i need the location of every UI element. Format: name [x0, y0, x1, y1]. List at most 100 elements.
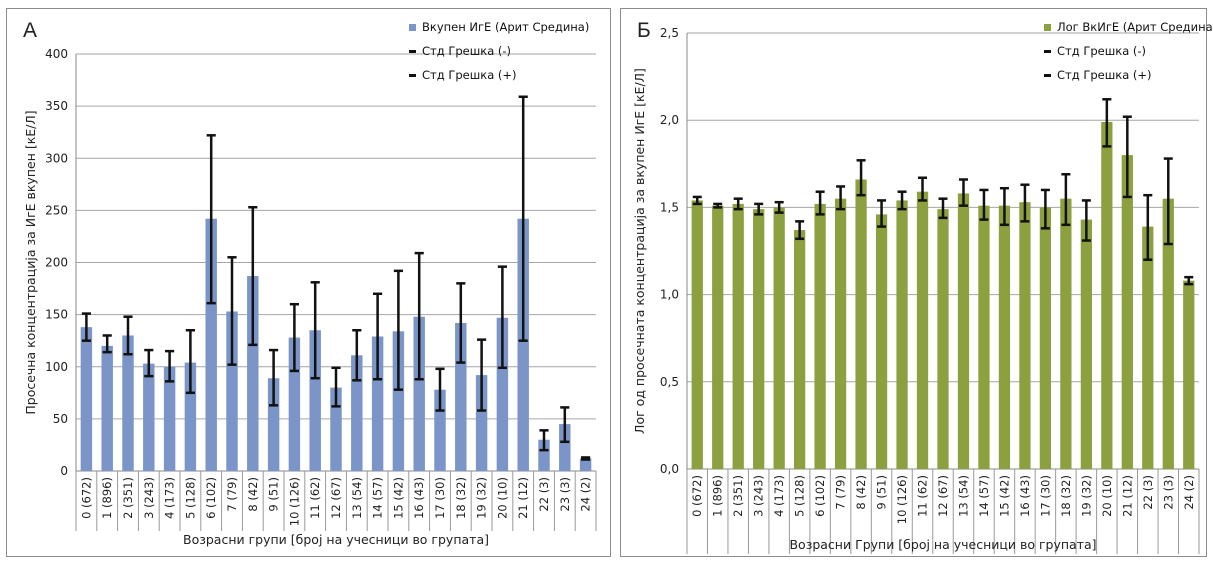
x-tick-label: 0 (672) — [79, 477, 93, 519]
y-tick-label: 150 — [45, 308, 68, 322]
legend-b-label-err-plus: Стд Грешка (+) — [1057, 68, 1152, 82]
x-tick-label: 16 (43) — [1018, 475, 1032, 517]
bar — [712, 205, 724, 469]
bar — [896, 200, 908, 469]
x-tick-label: 2 (351) — [731, 475, 745, 517]
legend-a-label-err-minus: Стд Грешка (-) — [422, 44, 512, 58]
y-tick-label: 50 — [53, 412, 68, 426]
bar — [122, 335, 134, 471]
bar — [392, 331, 405, 471]
x-tick-label: 3 (243) — [142, 477, 156, 519]
y-tick-label: 400 — [45, 47, 68, 61]
x-tick-label: 3 (243) — [752, 475, 766, 517]
bar — [998, 205, 1011, 469]
x-tick-label: 1 (896) — [100, 477, 114, 519]
x-tick-label: 5 (128) — [793, 475, 807, 517]
bar — [288, 337, 301, 471]
bar — [834, 198, 847, 469]
bar — [1142, 226, 1154, 469]
y-tick-label: 2,0 — [660, 113, 679, 127]
x-tick-label: 19 (32) — [1079, 475, 1093, 517]
panel-label-b: Б — [637, 19, 651, 42]
bar — [101, 345, 113, 471]
x-tick-label: 23 (3) — [558, 477, 572, 512]
y-tick-label: 0,5 — [660, 375, 679, 389]
bar — [1162, 198, 1174, 469]
y-tick-label: 0,0 — [660, 462, 679, 476]
legend-a: Вкупен ИгЕ (Арит Средина) Стд Грешка (-)… — [409, 15, 589, 87]
bar — [559, 424, 571, 471]
bar — [978, 205, 990, 469]
x-tick-label: 14 (57) — [371, 477, 385, 519]
x-tick-label: 4 (173) — [163, 477, 177, 519]
x-tick-label: 21 (12) — [516, 477, 530, 519]
bar — [691, 200, 703, 469]
x-tick-label: 8 (42) — [246, 477, 260, 512]
x-tick-label: 4 (173) — [772, 475, 786, 517]
bar — [184, 362, 197, 471]
y-tick-label: 2,5 — [660, 26, 679, 40]
bar — [413, 316, 425, 471]
bar — [80, 327, 93, 471]
legend-b-item-mean: Лог ВкИгЕ (Арит Средина) — [1044, 15, 1213, 39]
bar — [538, 439, 550, 471]
legend-a-item-err-plus: Стд Грешка (+) — [409, 63, 589, 87]
bar — [226, 311, 238, 471]
x-tick-label: 9 (51) — [875, 475, 889, 510]
bar — [475, 375, 488, 471]
y-tick-label: 1,5 — [660, 200, 679, 214]
bar — [957, 193, 970, 469]
legend-b-marker-err-plus — [1044, 73, 1051, 77]
x-tick-label: 7 (79) — [225, 477, 239, 512]
y-tick-label: 100 — [45, 360, 68, 374]
bar — [1060, 198, 1072, 469]
x-tick-label: 15 (42) — [391, 477, 405, 519]
x-tick-label: 9 (51) — [267, 477, 281, 512]
legend-a-item-mean: Вкупен ИгЕ (Арит Средина) — [409, 15, 589, 39]
bar — [247, 276, 259, 471]
x-tick-label: 23 (3) — [1161, 475, 1175, 510]
x-tick-label: 15 (42) — [997, 475, 1011, 517]
legend-a-marker-err-minus — [409, 49, 416, 53]
bar — [309, 330, 321, 471]
bar — [937, 209, 949, 470]
x-tick-label: 13 (54) — [350, 477, 364, 519]
bar — [205, 218, 217, 471]
legend-a-swatch-mean — [409, 23, 416, 31]
y-tick-label: 250 — [45, 203, 68, 217]
x-tick-label: 24 (2) — [579, 477, 593, 512]
legend-a-marker-err-plus — [409, 73, 416, 77]
x-tick-label: 20 (10) — [495, 477, 509, 519]
bar — [773, 207, 785, 469]
bar — [916, 191, 929, 470]
legend-b-item-err-plus: Стд Грешка (+) — [1044, 63, 1213, 87]
chart-panel-b: Б 0,0 0,5 1,0 1,5 2,0 2,5 0 (672) 1 (896) 2 (351… — [620, 8, 1213, 557]
legend-a-item-err-minus: Стд Грешка (-) — [409, 39, 589, 63]
bar — [1101, 121, 1113, 469]
x-tick-label: 12 (67) — [329, 477, 343, 519]
x-tick-label: 17 (30) — [1038, 475, 1052, 517]
y-axis-title: Просечна концентрација за ИгЕ вкупен [кЕ… — [23, 110, 38, 414]
legend-b-label-mean: Лог ВкИгЕ (Арит Средина) — [1057, 20, 1213, 34]
panel-label-a: А — [23, 19, 38, 42]
bar — [1080, 219, 1092, 469]
x-tick-label: 22 (3) — [537, 477, 551, 512]
bar — [1039, 207, 1052, 469]
x-tick-label: 2 (351) — [121, 477, 135, 519]
x-tick-label: 7 (79) — [834, 475, 848, 510]
y-axis-title: Лог од просечната концентрација за вкупе… — [632, 68, 647, 434]
bar — [732, 203, 744, 470]
bar — [351, 355, 363, 471]
x-tick-label: 14 (57) — [977, 475, 991, 517]
chart-b-svg: 0,0 0,5 1,0 1,5 2,0 2,5 0 (672) 1 (896) 2 (351) 3… — [632, 26, 1200, 554]
y-tick-label: 200 — [45, 256, 68, 270]
bar — [579, 458, 592, 471]
bar — [434, 389, 446, 471]
bar — [875, 214, 888, 469]
legend-b-label-err-minus: Стд Грешка (-) — [1057, 44, 1147, 58]
x-tick-label: 12 (67) — [936, 475, 950, 517]
x-tick-label: 8 (42) — [854, 475, 868, 510]
x-tick-label: 0 (672) — [690, 475, 704, 517]
x-tick-label: 17 (30) — [433, 477, 447, 519]
bar — [517, 218, 529, 471]
